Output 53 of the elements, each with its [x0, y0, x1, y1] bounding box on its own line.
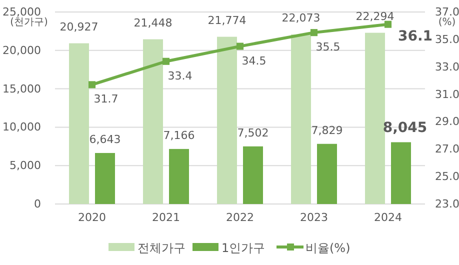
point: [310, 29, 318, 36]
data-label: 33.4: [168, 69, 192, 82]
bar: [391, 142, 411, 204]
y2-tick-label: 27.0: [435, 142, 459, 156]
y-tick-label: 0: [34, 198, 41, 211]
y2-axis-title: (%): [438, 17, 456, 28]
y2-tick-label: 29.0: [435, 115, 459, 128]
bar: [95, 152, 115, 204]
legend-label: 1인가구: [222, 241, 266, 255]
data-label: 7,829: [311, 124, 343, 137]
data-label: 36.1: [398, 28, 433, 44]
point: [88, 81, 96, 88]
y-tick-label: 5,000: [10, 159, 41, 172]
bar: [143, 39, 163, 204]
data-label: 6,643: [89, 132, 121, 146]
y2-tick-label: 25.0: [435, 170, 459, 184]
bar: [217, 36, 237, 204]
legend-label: 전체가구: [138, 241, 186, 255]
point: [162, 58, 170, 65]
y2-tick-label: 35.0: [435, 32, 459, 46]
x-tick-label: 2020: [78, 210, 106, 224]
data-label: 8,045: [382, 120, 428, 136]
y-tick-label: 25,000: [2, 6, 41, 19]
x-tick-label: 2021: [152, 210, 180, 224]
x-tick-label: 2023: [300, 210, 328, 224]
y-tick-label: 10,000: [2, 120, 41, 134]
x-tick-label: 2022: [226, 210, 254, 224]
data-label: 7,502: [237, 126, 269, 140]
x-tick-label: 2024: [374, 210, 402, 224]
data-label: 22,073: [282, 11, 320, 24]
point: [236, 42, 244, 50]
y-tick-label: 15,000: [2, 82, 41, 96]
data-label: 21,448: [134, 16, 172, 30]
data-label: 22,294: [356, 10, 394, 23]
bar: [169, 148, 189, 204]
data-label: 34.5: [242, 54, 266, 68]
bar: [317, 144, 337, 204]
y2-tick-label: 23.0: [435, 198, 459, 211]
data-label: 35.5: [316, 40, 340, 54]
y-axis-title: (천가구): [10, 17, 48, 28]
legend-label: 비율(%): [306, 241, 350, 255]
data-label: 20,927: [60, 20, 98, 34]
data-label: 21,774: [208, 14, 246, 27]
data-label: 31.7: [94, 92, 118, 106]
data-label: 7,166: [163, 128, 195, 142]
bar: [291, 34, 311, 204]
y2-tick-label: 37.0: [435, 6, 459, 19]
bar: [365, 32, 385, 204]
y-tick-label: 20,000: [2, 44, 41, 57]
y2-tick-label: 31.0: [435, 88, 459, 101]
bar: [69, 43, 89, 204]
y2-tick-label: 33.0: [435, 60, 459, 74]
bar: [243, 146, 263, 204]
